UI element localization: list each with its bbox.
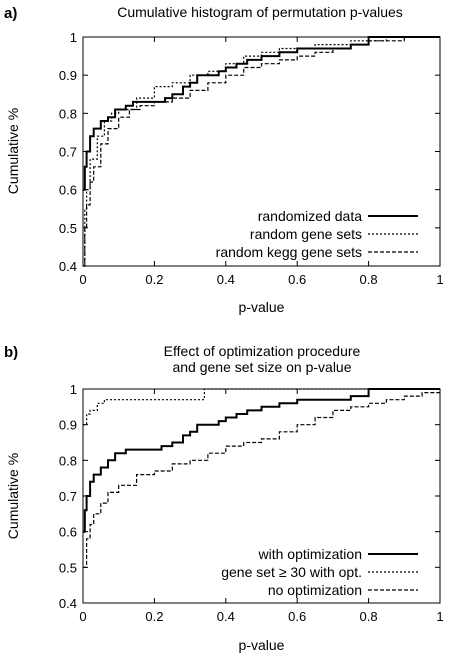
y-tick-label: 0.4	[59, 596, 77, 611]
panel-label: a)	[4, 5, 17, 22]
x-axis-label: p-value	[239, 299, 285, 315]
y-tick-label: 0.8	[59, 106, 77, 121]
x-tick-label: 0.6	[288, 609, 306, 624]
legend-label: random gene sets	[250, 226, 362, 242]
legend-label: randomized data	[258, 208, 363, 224]
x-tick-label: 0.8	[360, 272, 378, 287]
x-tick-label: 1	[436, 609, 443, 624]
x-tick-label: 0.4	[217, 272, 235, 287]
y-tick-label: 0.8	[59, 453, 77, 468]
chart-title: and gene set size on p-value	[172, 359, 351, 375]
y-tick-label: 0.6	[59, 183, 77, 198]
x-axis-label: p-value	[239, 637, 285, 653]
y-tick-label: 0.5	[59, 560, 77, 575]
series-line-dotted	[83, 36, 440, 267]
series-line-dashed	[83, 389, 441, 568]
y-tick-label: 1	[70, 30, 77, 45]
x-tick-label: 0.2	[145, 609, 163, 624]
legend-label: random kegg gene sets	[216, 244, 362, 260]
series-line-dotted	[83, 388, 440, 426]
y-tick-label: 0.4	[59, 259, 77, 274]
x-tick-label: 0.4	[217, 609, 235, 624]
y-tick-label: 0.5	[59, 221, 77, 236]
x-tick-label: 0	[79, 609, 86, 624]
x-tick-label: 0.2	[145, 272, 163, 287]
y-tick-label: 0.6	[59, 525, 77, 540]
x-tick-label: 0.6	[288, 272, 306, 287]
x-tick-label: 1	[436, 272, 443, 287]
series-line-solid	[83, 36, 440, 191]
panel-label: b)	[4, 344, 18, 361]
y-tick-label: 1	[70, 382, 77, 397]
chart-title: Cumulative histogram of permutation p-va…	[117, 4, 403, 20]
legend-label: gene set ≥ 30 with opt.	[221, 564, 362, 580]
x-tick-label: 0	[79, 272, 86, 287]
y-axis-label: Cumulative %	[5, 453, 21, 539]
y-tick-label: 0.7	[59, 489, 77, 504]
y-tick-label: 0.9	[59, 68, 77, 83]
legend-label: with optimization	[258, 546, 363, 562]
y-tick-label: 0.9	[59, 418, 77, 433]
series-line-solid	[83, 388, 440, 533]
y-axis-label: Cumulative %	[5, 108, 21, 194]
legend-label: no optimization	[268, 582, 362, 598]
x-tick-label: 0.8	[360, 609, 378, 624]
chart-panel-a: a) Cumulative histogram of permutation p-…	[4, 4, 444, 315]
series-line-dashed	[83, 36, 440, 267]
chart-title: Effect of optimization procedure	[164, 343, 361, 359]
y-tick-label: 0.7	[59, 145, 77, 160]
